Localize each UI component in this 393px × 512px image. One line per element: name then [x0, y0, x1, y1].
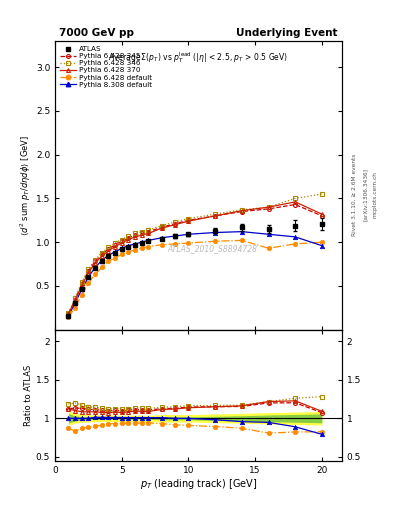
Text: Rivet 3.1.10, ≥ 2.6M events: Rivet 3.1.10, ≥ 2.6M events — [352, 154, 357, 236]
Text: ATLAS_2010_S8894728: ATLAS_2010_S8894728 — [168, 244, 258, 253]
Text: [arXiv:1306.3436]: [arXiv:1306.3436] — [362, 168, 367, 221]
Legend: ATLAS, Pythia 6.428 345, Pythia 6.428 346, Pythia 6.428 370, Pythia 6.428 defaul: ATLAS, Pythia 6.428 345, Pythia 6.428 34… — [57, 43, 155, 91]
Y-axis label: Ratio to ATLAS: Ratio to ATLAS — [24, 365, 33, 426]
Text: 7000 GeV pp: 7000 GeV pp — [59, 28, 134, 38]
Text: Average$\,\Sigma(p_T)$ vs $p_T^{\rm lead}$ ($|\eta|$ < 2.5, $p_T$ > 0.5 GeV): Average$\,\Sigma(p_T)$ vs $p_T^{\rm lead… — [108, 50, 288, 65]
Text: mcplots.cern.ch: mcplots.cern.ch — [373, 171, 378, 218]
Text: Underlying Event: Underlying Event — [237, 28, 338, 38]
X-axis label: $p_T$ (leading track) [GeV]: $p_T$ (leading track) [GeV] — [140, 477, 257, 492]
Y-axis label: $\langle d^2$ sum $p_T/d\eta d\phi\rangle$ [GeV]: $\langle d^2$ sum $p_T/d\eta d\phi\rangl… — [18, 135, 33, 236]
